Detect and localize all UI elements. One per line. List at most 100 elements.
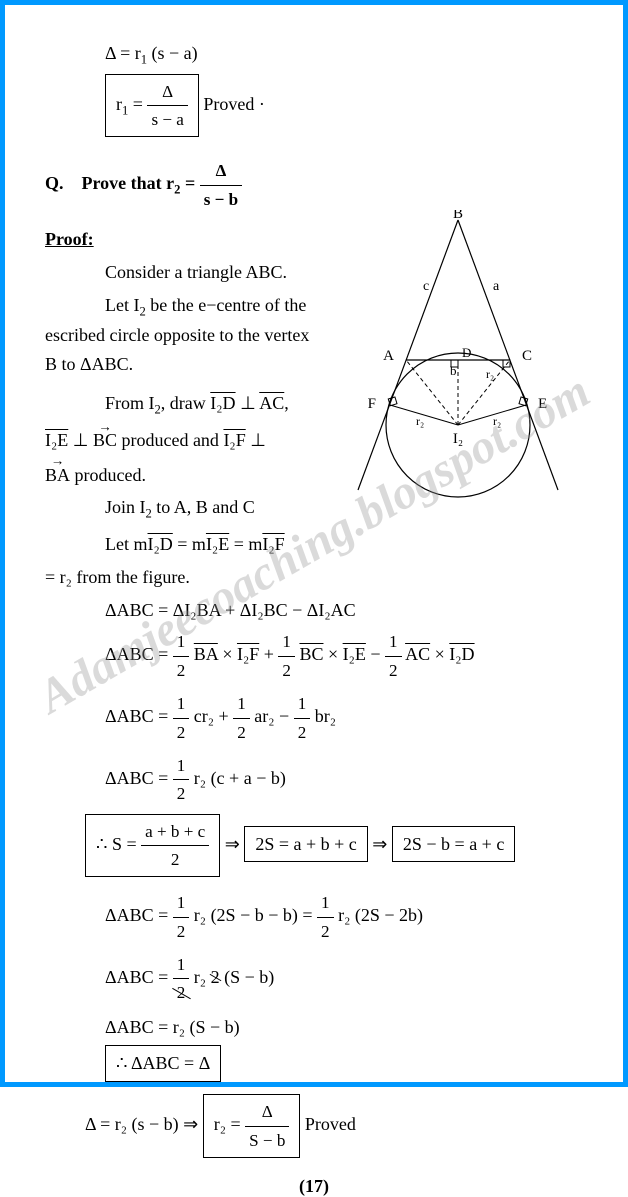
final-lhs: r₂ = [214, 1114, 245, 1134]
d: 2 [141, 846, 209, 873]
p3: From I2, draw I₂D ⊥ AC, [45, 389, 325, 420]
eq6-lhs: ΔABC = [105, 967, 173, 987]
eq6: ΔABC = 12 r₂ 2 (S − b) [45, 951, 583, 1007]
box4-line: ∴ ΔABC = Δ [45, 1045, 583, 1082]
intro-text: Δ = r [105, 43, 141, 63]
half4: 12 [173, 690, 190, 746]
q-den: s − b [200, 186, 242, 213]
p3line3: BA produced. [45, 461, 325, 490]
half8: 12 [173, 889, 190, 945]
eq3-lhs: ΔABC = [105, 706, 173, 726]
half9: 12 [317, 889, 334, 945]
eq2-i2d: I₂D [449, 644, 474, 664]
q-eq: = [180, 173, 199, 193]
imp1: ⇒ [220, 834, 244, 854]
eq2-ba: BA [194, 644, 218, 664]
label-r2c: r₂ [493, 414, 501, 428]
t3: × [430, 644, 449, 664]
n: 1 [385, 628, 402, 656]
page-number: (17) [45, 1176, 583, 1197]
p5f: = m [229, 534, 262, 554]
eq3a: cr₂ + [189, 706, 233, 726]
p5-i2d: I₂D [148, 534, 173, 554]
n: 1 [173, 889, 190, 917]
perp3: ⊥ [246, 430, 266, 450]
p5-i2f: I₂F [262, 534, 284, 554]
bc-arrow: BC [93, 426, 117, 455]
label-r2b: r₂ [416, 414, 424, 428]
n: 1 [173, 951, 190, 979]
n: 1 [278, 628, 295, 656]
strike2: 2 [211, 963, 220, 992]
p4: Join I2 to A, B and C [45, 493, 325, 524]
eq5b: r₂ (2S − 2b) [334, 905, 423, 925]
label-A: A [383, 348, 394, 364]
n: 1 [173, 690, 190, 718]
d: 2 [173, 918, 190, 945]
comma: , [284, 393, 289, 413]
eq2: ΔABC = 12 BA × I₂F + 12 BC × I₂E − 12 AC… [45, 628, 583, 684]
proved-text: Proved · [203, 94, 265, 114]
n: 1 [233, 690, 250, 718]
half5: 12 [233, 690, 250, 746]
i2d: I₂D [210, 393, 235, 413]
half3: 12 [385, 628, 402, 684]
eq4-lhs: ΔABC = [105, 768, 173, 788]
q-frac: Δs − b [200, 157, 242, 213]
d: 2 [278, 657, 295, 684]
half10: 12 [173, 951, 190, 1007]
perp2: ⊥ [68, 430, 93, 450]
label-c: c [423, 279, 429, 294]
half6: 12 [294, 690, 311, 746]
d: 2 [317, 918, 334, 945]
eq5: ΔABC = 12 r₂ (2S − b − b) = 12 r₂ (2S − … [45, 889, 583, 945]
d: 2 [233, 719, 250, 746]
t2: × [323, 644, 342, 664]
label-E: E [538, 396, 547, 412]
d: 2 [173, 719, 190, 746]
p4b: to A, B and C [152, 497, 255, 517]
eq2-bc: BC [299, 644, 323, 664]
frac-num: Δ [147, 78, 187, 106]
label-B: B [453, 210, 463, 222]
eq2-lhs: ΔABC = [105, 644, 173, 664]
p2a: Let I [105, 295, 139, 315]
frac-den: s − a [147, 106, 187, 133]
s-line: ∴ S = a + b + c2 ⇒ 2S = a + b + c ⇒ 2S −… [45, 814, 583, 878]
eq2-i2f: I₂F [237, 644, 259, 664]
eq4-rhs: r₂ (c + a − b) [189, 768, 286, 788]
t1: × [218, 644, 237, 664]
p5e: = m [173, 534, 206, 554]
final-line: Δ = r₂ (s − b) ⇒ r₂ = ΔS − b Proved [45, 1094, 583, 1158]
imp2: ⇒ [368, 834, 392, 854]
q-label: Q. [45, 173, 64, 193]
eq5-lhs: ΔABC = [105, 905, 173, 925]
eq5a: r₂ (2S − b − b) = [189, 905, 317, 925]
p1: Consider a triangle ABC. [45, 258, 325, 287]
q-num: Δ [200, 157, 242, 185]
question-line: Q. Prove that r2 = Δs − b [45, 157, 583, 213]
p3b: , draw [161, 393, 210, 413]
p2: Let I2 be the e−centre of the escribed c… [45, 291, 325, 379]
perp1: ⊥ [236, 393, 260, 413]
i2f: I₂F [223, 430, 245, 450]
ac: AC [259, 393, 284, 413]
label-a: a [493, 279, 500, 294]
label-D: D [462, 345, 471, 360]
produced: produced. [70, 465, 146, 485]
half1: 12 [173, 628, 190, 684]
d: S − b [245, 1127, 289, 1154]
intro-eq: Δ = r1 (s − a) [45, 39, 583, 70]
intro-post: (s − a) [147, 43, 198, 63]
eq3: ΔABC = 12 cr₂ + 12 ar₂ − 12 br₂ [45, 690, 583, 746]
p5a: Let m [105, 534, 148, 554]
label-b: b [450, 363, 457, 378]
box-s: ∴ S = a + b + c2 [85, 814, 220, 878]
i2e: I₂E [45, 430, 68, 450]
m1: − [366, 644, 385, 664]
eq4: ΔABC = 12 r₂ (c + a − b) [45, 752, 583, 808]
half7: 12 [173, 752, 190, 808]
p4a: Join I [105, 497, 146, 517]
p4-indent [45, 497, 105, 517]
p5-i2e: I₂E [206, 534, 229, 554]
